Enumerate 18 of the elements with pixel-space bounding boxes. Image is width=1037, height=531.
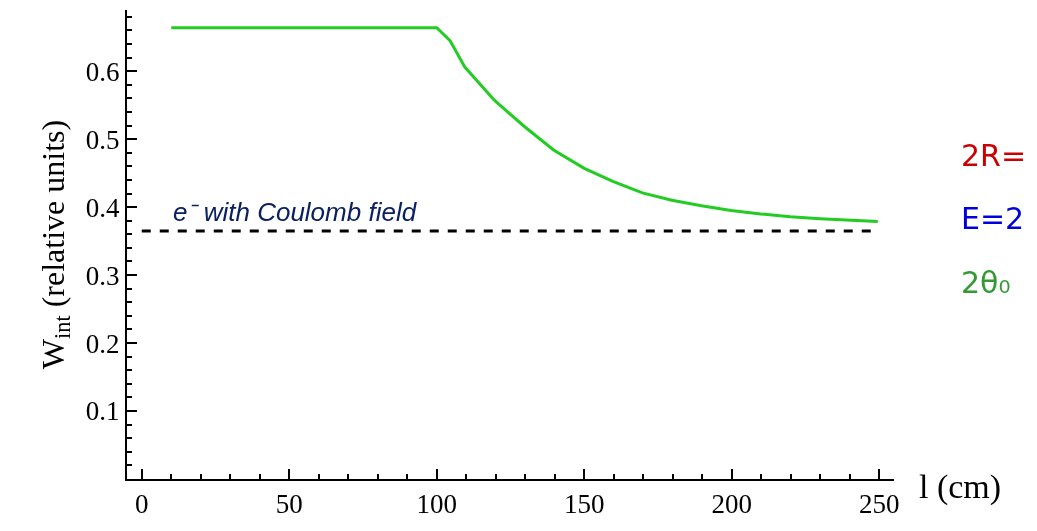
- x-axis-title: l (cm): [919, 468, 1002, 506]
- text: 2R=: [961, 138, 1027, 173]
- text: 2θ₀: [961, 265, 1011, 300]
- line-series: [169, 26, 880, 223]
- x-tick-label: 50: [275, 489, 303, 520]
- x-tick-label: 100: [416, 489, 457, 520]
- y-tick-label: 0.4: [85, 192, 121, 223]
- y-tick-label: 0.3: [85, 260, 120, 291]
- y-tick-label: 0.6: [85, 56, 120, 87]
- y-tick-label: 0.1: [85, 396, 120, 427]
- x-tick-label: 250: [859, 489, 900, 520]
- text: E=2: [961, 201, 1025, 236]
- x-tick-label: 200: [711, 489, 752, 520]
- ref-line-label: e⁻ with Coulomb field: [173, 197, 418, 227]
- x-tick-label: 150: [564, 489, 605, 520]
- x-tick-label: 0: [135, 489, 149, 520]
- y-tick-label: 0.5: [85, 124, 120, 155]
- y-tick-label: 0.2: [85, 328, 120, 359]
